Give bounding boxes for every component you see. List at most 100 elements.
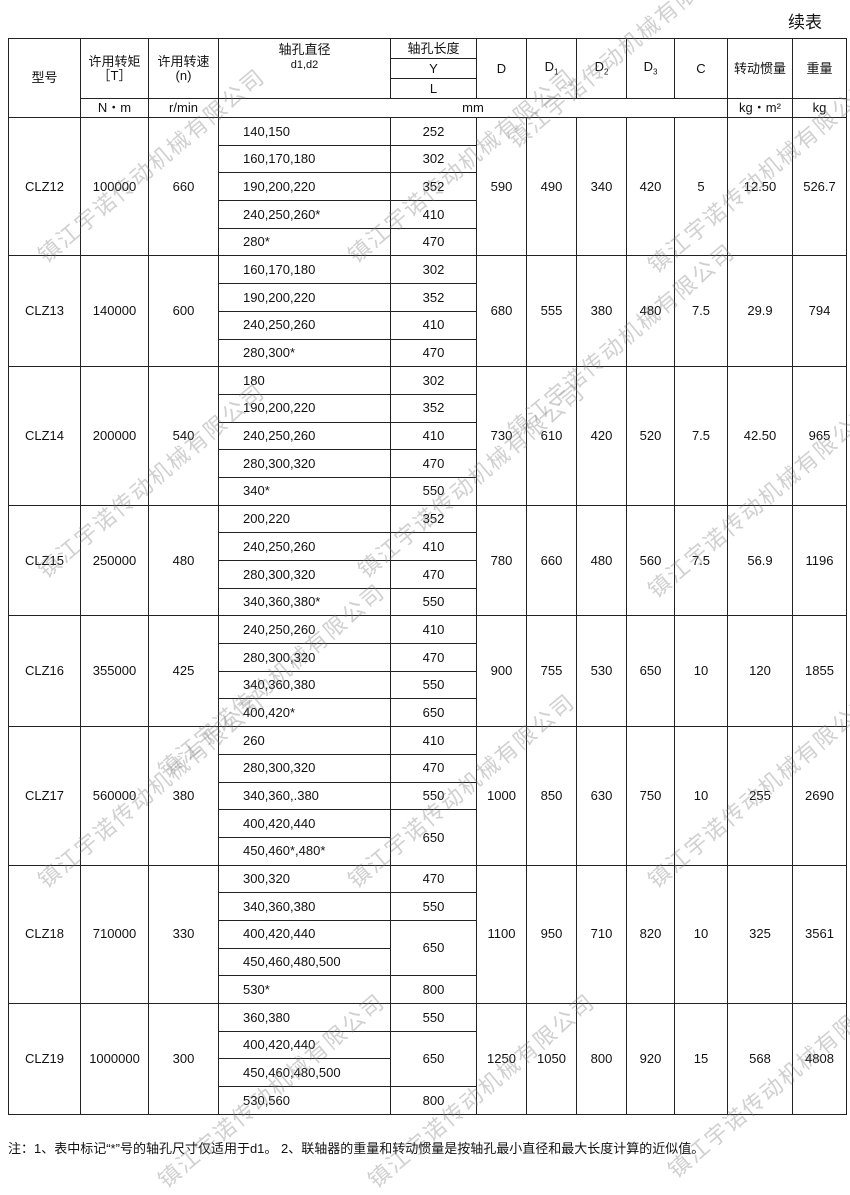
c-cell: 7.5 bbox=[674, 504, 728, 617]
d1-cell: 1050 bbox=[526, 1003, 577, 1115]
d2-cell: 800 bbox=[576, 1003, 627, 1115]
bore-diameter-cell: 360,380 bbox=[218, 1003, 391, 1032]
unit-speed: r/min bbox=[148, 98, 219, 118]
d2-cell: 420 bbox=[576, 366, 627, 506]
bore-diameter-cell: 280,300,320 bbox=[218, 449, 391, 478]
bore-diameter-cell: 190,200,220 bbox=[218, 172, 391, 202]
bore-length-cell: 352 bbox=[390, 283, 477, 312]
table-row: CLZ15 250000 480 200,220 352 780 660 480 560 7.5 5… bbox=[8, 504, 847, 617]
c-cell: 10 bbox=[674, 726, 728, 866]
bore-length-cell: 800 bbox=[390, 1086, 477, 1115]
bore-length-cell: 550 bbox=[390, 587, 477, 617]
header-D: D bbox=[476, 38, 527, 99]
bore-diameter-cell: 190,200,220 bbox=[218, 393, 391, 423]
w-cell: 2690 bbox=[792, 726, 847, 866]
torque-cell: 710000 bbox=[80, 864, 149, 1005]
bore-length-cell: 410 bbox=[390, 615, 477, 645]
bore-length-cell: 302 bbox=[390, 144, 477, 174]
d1-cell: 660 bbox=[526, 504, 577, 617]
bore-length-cell: 550 bbox=[390, 892, 477, 921]
bore-length-cell: 470 bbox=[390, 449, 477, 478]
bore-length-cell: 352 bbox=[390, 172, 477, 202]
i-cell: 325 bbox=[727, 864, 793, 1005]
bore-diameter-cell: 340,360,380* bbox=[218, 587, 391, 617]
d-cell: 780 bbox=[476, 504, 527, 617]
header-D2: D2 bbox=[576, 38, 627, 99]
header-torque-symbol: ［T］ bbox=[97, 67, 132, 83]
bore-diameter-cell: 340,360,380 bbox=[218, 892, 391, 921]
torque-cell: 1000000 bbox=[80, 1003, 149, 1115]
d-cell: 900 bbox=[476, 615, 527, 728]
table-row: 400,420,440 650 bbox=[9, 919, 847, 977]
bore-length-cell: 410 bbox=[390, 726, 477, 755]
speed-cell: 480 bbox=[148, 504, 219, 617]
table-row: 280,300,320 470 bbox=[9, 560, 847, 589]
table-row: 190,200,220 352 bbox=[9, 393, 847, 423]
bore-length-cell: 470 bbox=[390, 338, 477, 368]
model-cell: CLZ16 bbox=[8, 615, 81, 728]
speed-cell: 540 bbox=[148, 366, 219, 506]
torque-cell: 100000 bbox=[80, 116, 149, 257]
i-cell: 568 bbox=[727, 1003, 793, 1115]
d3-cell: 750 bbox=[626, 726, 675, 866]
coupling-spec-table: 型号 许用转矩 ［T］ 许用转速 (n) 轴孔直径 d1,d2 轴孔长度 D D1 D… bbox=[8, 38, 847, 1115]
i-cell: 42.50 bbox=[727, 366, 793, 506]
i-cell: 255 bbox=[727, 726, 793, 866]
table-row: CLZ14 200000 540 180 302 730 610 420 520 7.5 42.50… bbox=[8, 366, 847, 506]
table-row: CLZ19 1000000 300 360,380 550 1250 1050 800 920 1… bbox=[8, 1003, 847, 1115]
bore-diameter-cell: 340,360,.380 bbox=[218, 781, 391, 811]
d3-cell: 420 bbox=[626, 116, 675, 257]
model-cell: CLZ12 bbox=[8, 116, 81, 257]
bore-diameter-cell: 450,460,480,500 bbox=[218, 947, 391, 977]
bore-diameter-cell: 240,250,260 bbox=[218, 615, 391, 645]
bore-diameter-cell: 400,420,440 bbox=[218, 919, 391, 949]
speed-cell: 425 bbox=[148, 615, 219, 728]
bore-diameter-cell: 400,420,440 bbox=[218, 809, 391, 838]
d-cell: 1250 bbox=[476, 1003, 527, 1115]
speed-cell: 380 bbox=[148, 726, 219, 866]
bore-length-cell: 470 bbox=[390, 227, 477, 257]
unit-torque: N・m bbox=[80, 98, 149, 118]
d2-cell: 530 bbox=[576, 615, 627, 728]
unit-mm: mm bbox=[218, 98, 728, 118]
table-row: 530,560 800 bbox=[9, 1086, 847, 1115]
d2-cell: 340 bbox=[576, 116, 627, 257]
bore-diameter-cell: 190,200,220 bbox=[218, 283, 391, 312]
bore-length-cell: 302 bbox=[390, 366, 477, 395]
header-diameter: 轴孔直径 d1,d2 bbox=[218, 38, 391, 99]
table-row: 280,300* 470 bbox=[9, 338, 847, 368]
bore-length-cell: 470 bbox=[390, 753, 477, 783]
bore-diameter-cell: 280* bbox=[218, 227, 391, 257]
header-inertia: 转动惯量 bbox=[727, 38, 793, 99]
torque-cell: 200000 bbox=[80, 366, 149, 506]
i-cell: 12.50 bbox=[727, 116, 793, 257]
w-cell: 3561 bbox=[792, 864, 847, 1005]
torque-cell: 140000 bbox=[80, 255, 149, 368]
w-cell: 526.7 bbox=[792, 116, 847, 257]
bore-diameter-cell: 140,150 bbox=[218, 117, 391, 146]
bore-diameter-cell: 400,420,440 bbox=[218, 1030, 391, 1060]
header-inertia-label: 转动惯量 bbox=[733, 60, 786, 76]
d1-cell: 950 bbox=[526, 864, 577, 1005]
table-row: 280* 470 bbox=[9, 227, 847, 257]
table-row: 400,420,440 650 bbox=[9, 809, 847, 866]
bore-length-cell: 470 bbox=[390, 560, 477, 589]
footnote: 注：1、表中标记“*”号的轴孔尺寸仅适用于d1。 2、联轴器的重量和转动惯量是按… bbox=[8, 1141, 705, 1156]
header-Y: Y bbox=[390, 58, 477, 79]
w-cell: 794 bbox=[792, 255, 847, 368]
d1-cell: 755 bbox=[526, 615, 577, 728]
speed-cell: 300 bbox=[148, 1003, 219, 1115]
table-row: 240,250,260 410 bbox=[9, 421, 847, 451]
table-row: 340,360,.380 550 bbox=[9, 781, 847, 811]
d-cell: 680 bbox=[476, 255, 527, 368]
c-cell: 15 bbox=[674, 1003, 728, 1115]
bore-length-cell: 352 bbox=[390, 393, 477, 423]
w-cell: 1196 bbox=[792, 504, 847, 617]
speed-cell: 330 bbox=[148, 864, 219, 1005]
bore-length-cell: 410 bbox=[390, 200, 477, 229]
c-cell: 10 bbox=[674, 864, 728, 1005]
d3-cell: 650 bbox=[626, 615, 675, 728]
table-row: 190,200,220 352 bbox=[9, 172, 847, 202]
d3-cell: 560 bbox=[626, 504, 675, 617]
d3-cell: 920 bbox=[626, 1003, 675, 1115]
